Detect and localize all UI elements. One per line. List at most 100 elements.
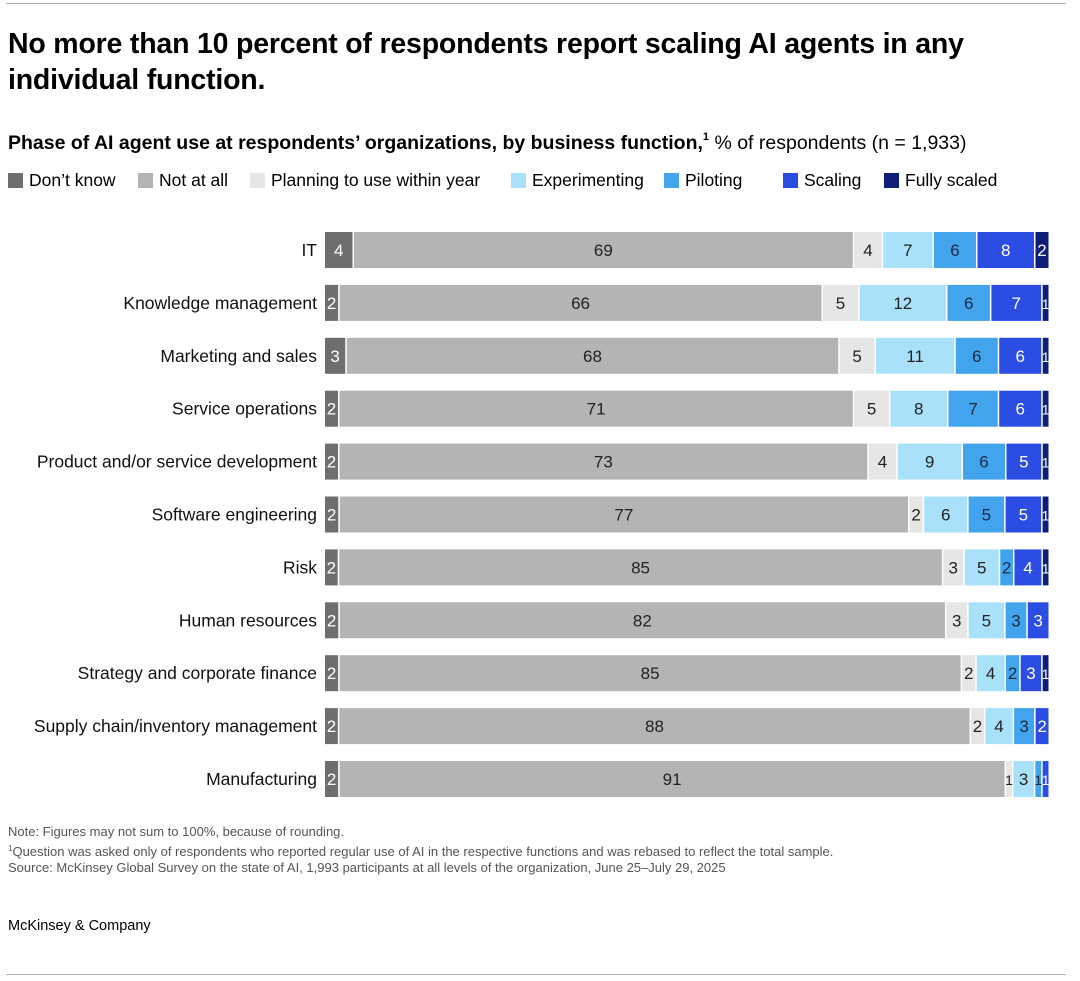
category-label: Risk <box>283 557 317 577</box>
bar-segment <box>325 708 338 745</box>
bar-segment <box>890 390 947 427</box>
bar-value-label: 82 <box>633 611 652 630</box>
footnote-text: Question was asked only of respondents w… <box>12 843 834 859</box>
subtitle-bold: Phase of AI agent use at respondents’ or… <box>8 132 703 154</box>
bar-segment <box>1035 708 1049 745</box>
bar-segment <box>1035 232 1049 268</box>
bar-segment <box>977 232 1034 268</box>
bar-segment <box>339 284 822 321</box>
bar-value-label: 5 <box>1019 453 1028 472</box>
bar-value-label: 12 <box>893 294 912 313</box>
bar-segment <box>1042 761 1049 797</box>
bar-segment <box>325 390 338 427</box>
bar-segment <box>325 549 338 586</box>
legend-label: Experimenting <box>532 169 644 190</box>
bar-value-label: 77 <box>614 506 633 525</box>
bottom-rule <box>6 974 1066 975</box>
bar-value-label: 2 <box>973 717 982 736</box>
bar-value-label: 85 <box>641 664 660 683</box>
bar-value-label: 66 <box>571 294 590 313</box>
bar-value-label: 11 <box>906 347 924 366</box>
legend-label: Not at all <box>159 169 229 190</box>
bar-segment <box>947 284 990 321</box>
legend-label: Don’t know <box>29 169 116 190</box>
legend-item-5: Scaling <box>783 168 861 192</box>
category-label: Knowledge management <box>123 293 317 313</box>
bar-segment <box>883 232 933 268</box>
bar-value-label: 4 <box>994 717 1003 736</box>
bar-segment <box>1005 496 1042 533</box>
top-rule <box>6 3 1066 4</box>
bar-segment <box>859 284 946 321</box>
bar-value-label: 7 <box>968 400 977 419</box>
bar-segment <box>339 761 1005 797</box>
legend-swatch <box>250 172 265 188</box>
bar-value-label: 1 <box>1042 560 1050 576</box>
note-text: Note: Figures may not sum to 100%, becau… <box>8 824 345 839</box>
bar-segment <box>1020 655 1042 692</box>
bar-value-label: 6 <box>964 294 973 313</box>
bar-segment <box>822 284 859 321</box>
bar-segment <box>339 443 868 480</box>
bar-segment <box>971 708 984 745</box>
bar-segment <box>1035 761 1042 797</box>
bar-value-label: 8 <box>1001 241 1010 260</box>
legend-swatch <box>138 172 153 188</box>
bar-segment <box>946 602 968 639</box>
category-label: Software engineering <box>152 505 317 525</box>
legend-item-4: Piloting <box>664 168 742 192</box>
bar-segment <box>968 602 1005 639</box>
bar-segment <box>854 232 882 268</box>
category-label: IT <box>301 240 317 260</box>
bar-value-label: 68 <box>583 347 602 366</box>
category-label: Human resources <box>179 610 317 630</box>
bar-value-label: 2 <box>327 717 336 736</box>
bar-value-label: 2 <box>327 770 336 789</box>
bar-value-label: 6 <box>950 241 959 260</box>
bar-value-label: 85 <box>631 558 650 577</box>
bar-value-label: 2 <box>327 453 336 472</box>
bar-value-label: 2 <box>327 506 336 525</box>
bar-segment <box>339 390 853 427</box>
legend-swatch <box>783 172 798 188</box>
legend-item-2: Planning to use within year <box>250 168 480 192</box>
bar-value-label: 69 <box>594 241 613 260</box>
bar-value-label: 3 <box>1011 611 1020 630</box>
legend-label: Scaling <box>804 169 862 190</box>
legend-label: Planning to use within year <box>271 169 481 190</box>
bar-segment <box>976 655 1005 692</box>
bar-value-label: 5 <box>977 558 986 577</box>
bar-value-label: 1 <box>1042 349 1050 365</box>
bar-value-label: 1 <box>1034 772 1042 788</box>
category-label: Manufacturing <box>206 769 317 789</box>
brand-logo-text: McKinsey & Company <box>8 918 151 934</box>
bar-segment <box>924 496 968 533</box>
bar-value-label: 7 <box>1012 294 1021 313</box>
bar-segment <box>1042 390 1049 427</box>
bar-segment <box>955 337 998 374</box>
bar-value-label: 3 <box>952 611 961 630</box>
bar-value-label: 4 <box>878 453 887 472</box>
bar-segment <box>339 496 908 533</box>
legend-label: Piloting <box>685 169 743 190</box>
bar-segment <box>1005 602 1027 639</box>
bar-value-label: 2 <box>1037 241 1046 260</box>
subtitle-footnote-mark: 1 <box>702 131 710 143</box>
bar-value-label: 1 <box>1042 296 1050 312</box>
bar-segment <box>1042 284 1049 321</box>
chart-legend: Don’t know Not at all Planning to use with… <box>8 168 1078 192</box>
bar-value-label: 5 <box>836 294 845 313</box>
bar-segment <box>963 443 1005 480</box>
bar-value-label: 88 <box>645 717 664 736</box>
legend-label: Fully scaled <box>905 169 998 190</box>
bar-value-label: 6 <box>979 453 988 472</box>
bar-segment <box>1013 761 1034 797</box>
legend-item-3: Experimenting <box>511 168 644 192</box>
bar-value-label: 6 <box>972 347 981 366</box>
chart-notes: Note: Figures may not sum to 100%, becau… <box>8 824 1068 877</box>
bar-value-label: 4 <box>1023 558 1032 577</box>
subtitle-units: % of respondents (n = 1,933) <box>709 132 967 154</box>
bar-segment <box>909 496 923 533</box>
category-label: Supply chain/inventory management <box>34 716 317 736</box>
